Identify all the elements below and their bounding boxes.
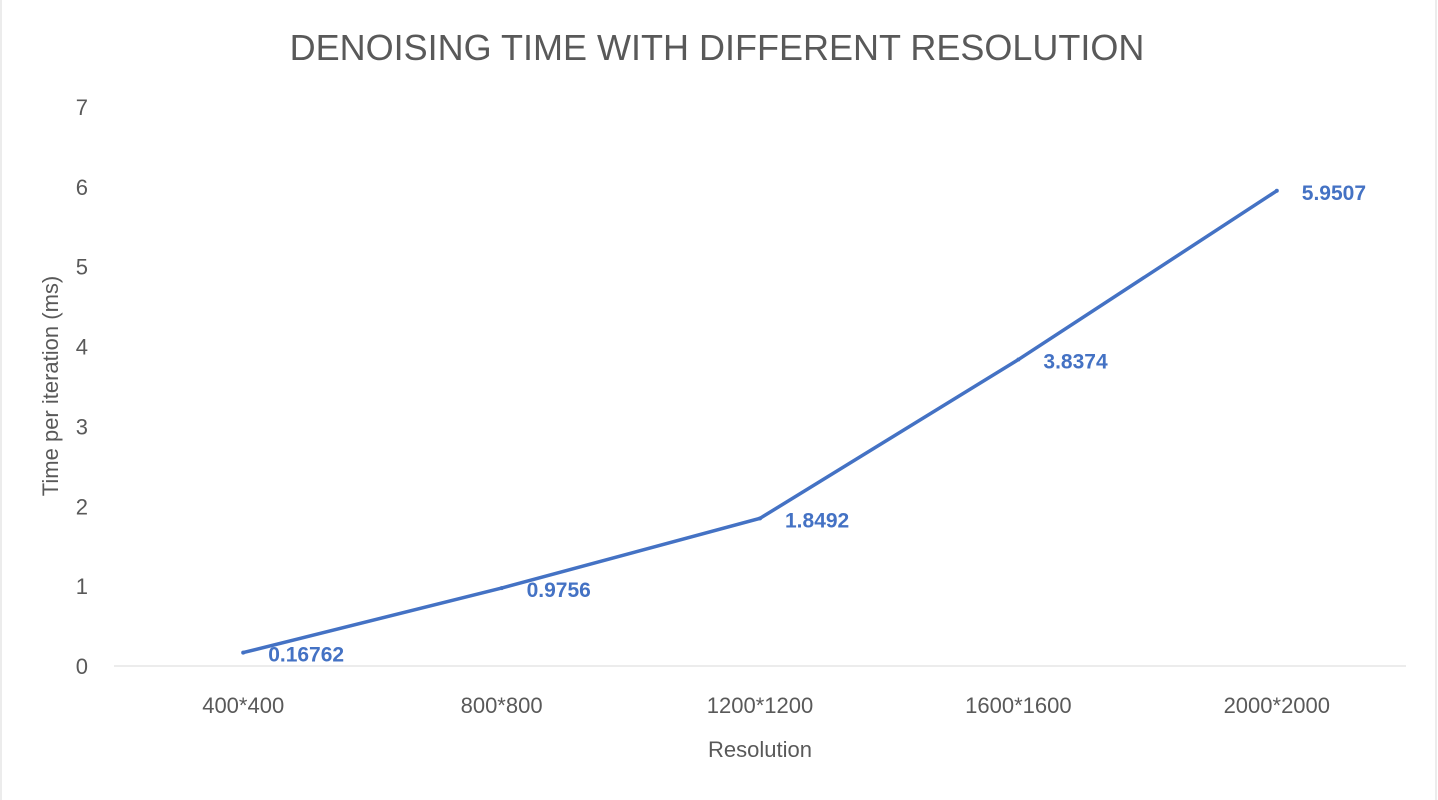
y-tick-label: 0 xyxy=(76,654,88,679)
series-group xyxy=(241,188,1279,655)
data-point xyxy=(1016,357,1021,362)
y-tick-label: 3 xyxy=(76,414,88,439)
y-tick-label: 6 xyxy=(76,175,88,200)
y-tick-label: 1 xyxy=(76,574,88,599)
y-tick-label: 2 xyxy=(76,494,88,519)
data-point xyxy=(758,516,762,521)
data-label: 0.9756 xyxy=(527,579,591,602)
data-label: 5.9507 xyxy=(1302,182,1366,205)
data-labels: 0.16762 0.9756 1.8492 3.8374 5.9507 xyxy=(268,182,1366,667)
y-axis-title: Time per iteration (ms) xyxy=(38,276,63,496)
x-tick-labels: 400*400 800*800 1200*1200 1600*1600 2000*200… xyxy=(202,693,1330,718)
x-tick-label: 2000*2000 xyxy=(1224,693,1330,718)
x-axis-title: Resolution xyxy=(708,737,812,762)
data-label: 0.16762 xyxy=(268,644,344,667)
chart-title: DENOISING TIME WITH DIFFERENT RESOLUTION xyxy=(290,27,1145,68)
data-point xyxy=(241,650,246,655)
y-tick-label: 7 xyxy=(76,95,88,120)
x-tick-label: 800*800 xyxy=(461,693,543,718)
x-tick-label: 1200*1200 xyxy=(707,693,813,718)
y-tick-labels: 0 1 2 3 4 5 6 7 xyxy=(76,95,88,679)
series-line xyxy=(241,189,1279,655)
y-tick-label: 4 xyxy=(76,335,88,360)
y-tick-label: 5 xyxy=(76,255,88,280)
data-label: 3.8374 xyxy=(1043,351,1108,374)
x-tick-label: 400*400 xyxy=(202,693,284,718)
data-point xyxy=(1274,188,1279,193)
data-point xyxy=(499,586,504,591)
data-label: 1.8492 xyxy=(785,509,849,532)
x-tick-label: 1600*1600 xyxy=(965,693,1071,718)
